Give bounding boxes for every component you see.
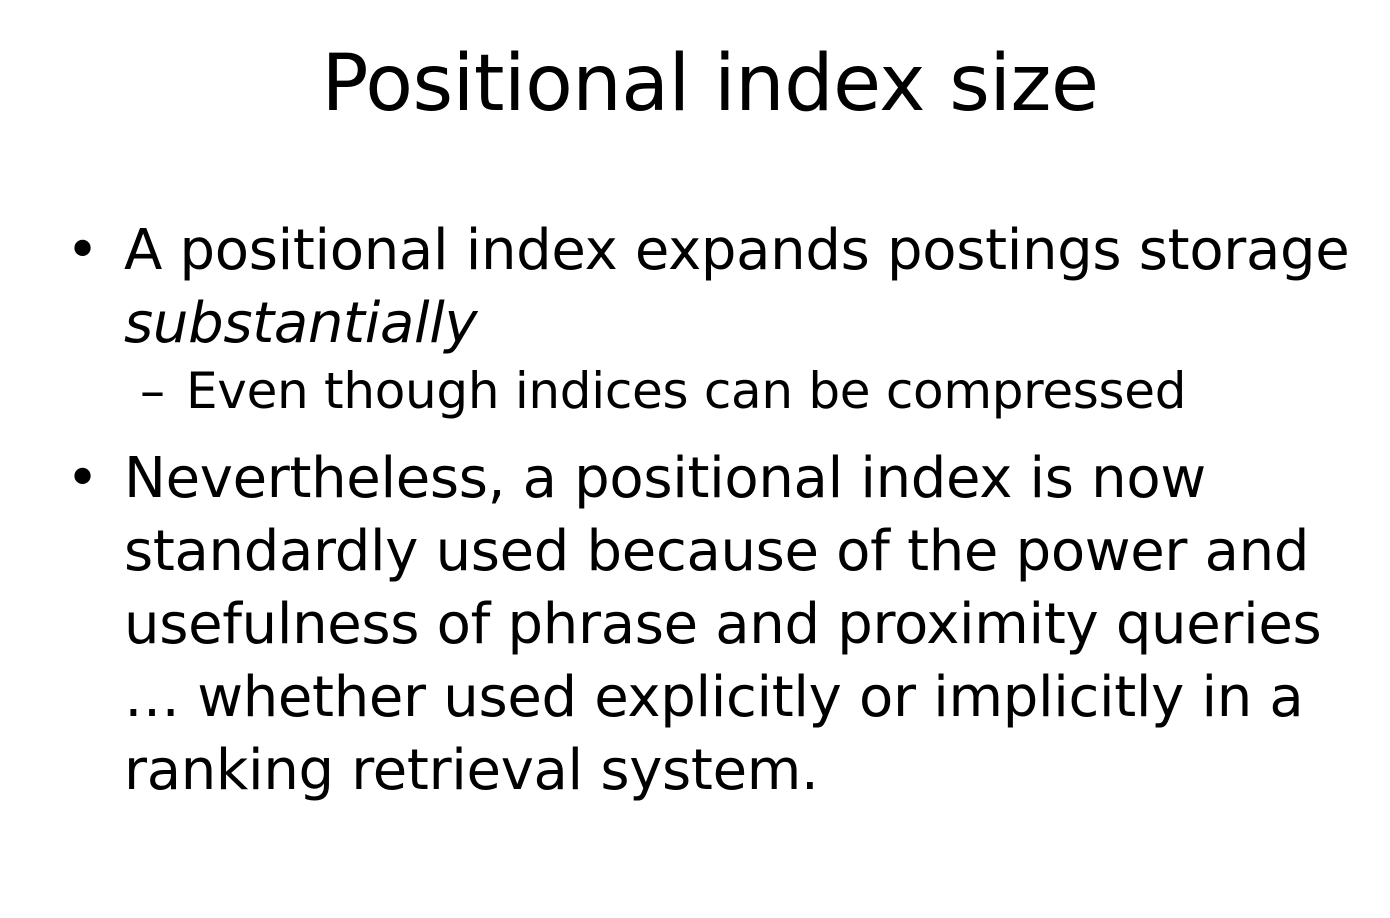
sub-bullet-text: Even though indices can be compressed [186, 362, 1187, 420]
bullet-marker: • [66, 446, 99, 511]
bullet-text: A positional index expands postings stor… [124, 218, 1350, 283]
sub-bullet-marker: – [140, 362, 165, 420]
bullet-item-positional-index: • A positional index expands postings st… [66, 214, 1374, 360]
bullet-text: Nevertheless, a positional index is now … [124, 446, 1322, 803]
bullet-marker: • [66, 218, 99, 283]
bullet-text-emphasis: substantially [124, 291, 478, 356]
bullet-item-nevertheless: • Nevertheless, a positional index is no… [66, 442, 1374, 807]
sub-bullet-item-compressed: – Even though indices can be compressed [140, 360, 1336, 422]
slide-title: Positional index size [321, 39, 1099, 129]
